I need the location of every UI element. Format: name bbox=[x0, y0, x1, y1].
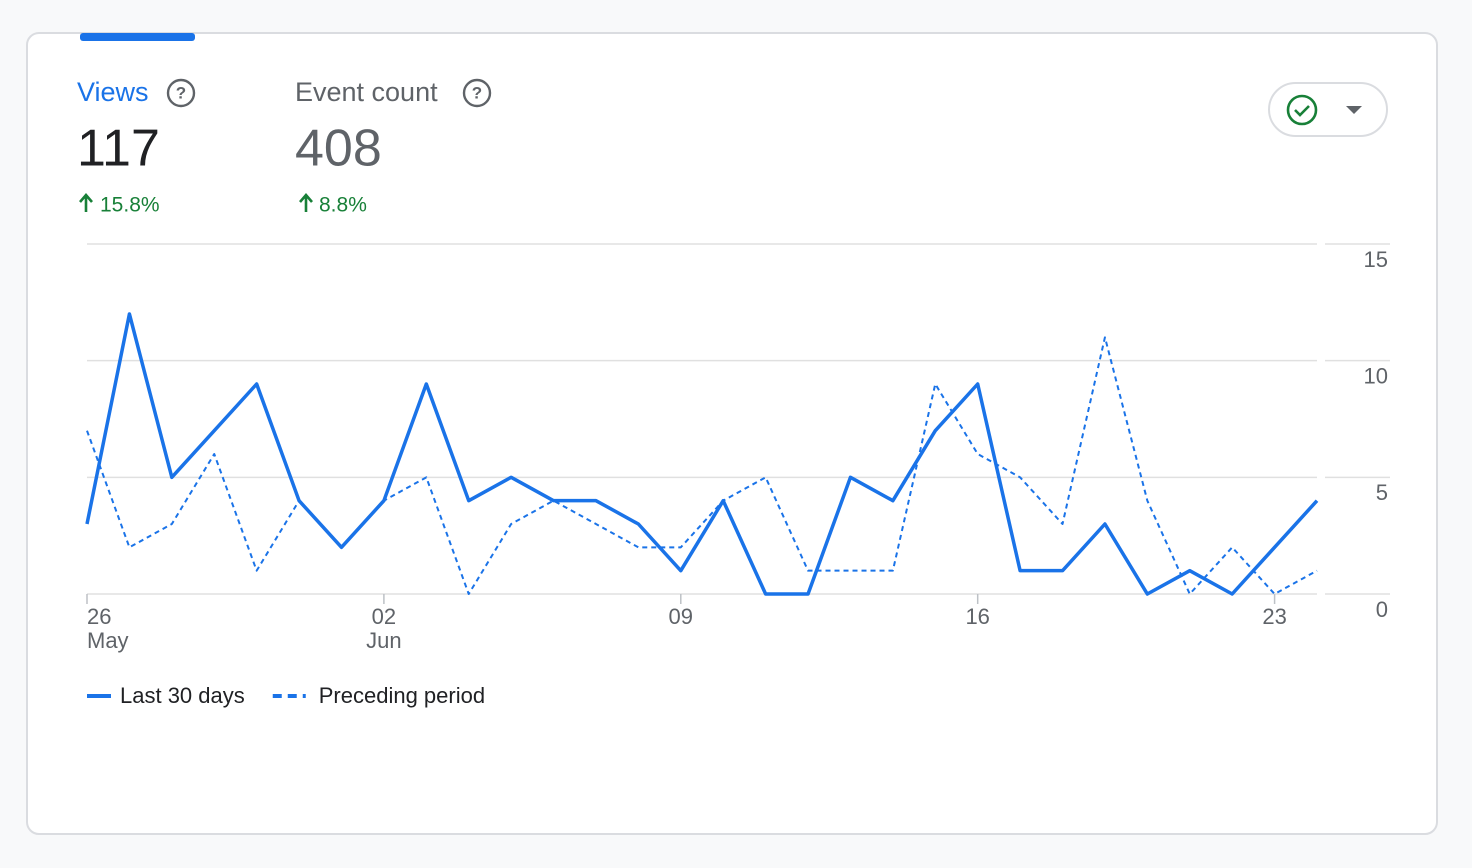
status-button[interactable] bbox=[1268, 82, 1388, 137]
card-frame bbox=[26, 32, 1438, 835]
up-arrow bbox=[299, 193, 313, 212]
dropdown-arrow bbox=[1346, 106, 1362, 114]
x-tick-label: 09 bbox=[669, 604, 693, 629]
y-tick-label: 15 bbox=[1364, 247, 1388, 272]
x-tick-sublabel: May bbox=[87, 628, 129, 653]
x-tick-label: 02 bbox=[372, 604, 396, 629]
metric-event-count[interactable]: Event count ? 408 8.8% bbox=[295, 77, 492, 217]
x-tick-label: 16 bbox=[965, 604, 989, 629]
check-mark bbox=[1294, 105, 1310, 117]
help-icon-glyph: ? bbox=[472, 83, 482, 102]
legend-label: Preceding period bbox=[319, 683, 485, 708]
check-icon bbox=[1286, 94, 1318, 126]
metric-views[interactable]: Views ? 117 15.8% bbox=[77, 77, 196, 217]
x-tick-label: 23 bbox=[1262, 604, 1286, 629]
up-arrow bbox=[79, 193, 93, 212]
metric-change: 15.8% bbox=[100, 194, 160, 217]
button-frame[interactable] bbox=[1268, 82, 1388, 137]
x-tick-label: 26 bbox=[87, 604, 111, 629]
metric-value: 408 bbox=[295, 120, 382, 178]
metric-label: Event count bbox=[295, 77, 438, 107]
help-icon[interactable] bbox=[166, 78, 196, 108]
help-icon-glyph: ? bbox=[176, 83, 186, 102]
series-line bbox=[85, 312, 1319, 596]
active-tab-indicator bbox=[80, 33, 195, 41]
legend-label: Last 30 days bbox=[120, 683, 245, 708]
y-tick-label: 5 bbox=[1376, 480, 1388, 505]
metric-change: 8.8% bbox=[319, 194, 367, 217]
y-tick-label: 0 bbox=[1376, 597, 1388, 622]
metric-value: 117 bbox=[77, 120, 160, 178]
x-tick-sublabel: Jun bbox=[366, 628, 401, 653]
y-tick-label: 10 bbox=[1364, 363, 1388, 388]
help-icon[interactable] bbox=[462, 78, 492, 108]
metric-label: Views bbox=[77, 77, 149, 107]
